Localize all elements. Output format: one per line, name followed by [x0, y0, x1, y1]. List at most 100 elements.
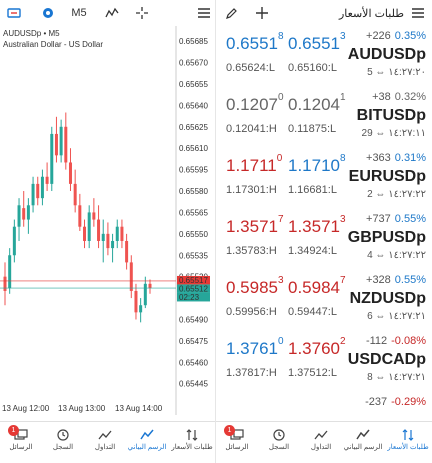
bottom-nav-left: 1 الرسائل السجل التداول الرسم البياني — [0, 421, 215, 463]
bid-price: 1.35717 — [226, 214, 284, 237]
bid-main: 0.6551 — [226, 34, 278, 53]
nav-quotes[interactable]: طلبات الأسعار — [384, 427, 432, 451]
change-points: +38 — [372, 91, 391, 103]
price-tag-bg — [177, 292, 210, 302]
change-points: -237 — [365, 396, 388, 408]
candlestick-chart[interactable]: AUDUSDp • M5 Australian Dollar - US Doll… — [0, 26, 216, 415]
quote-row[interactable]: 1.37610 1.37602 1.37817:H 1.37512:L USDCADp 8… — [216, 331, 432, 392]
candle-body — [45, 176, 49, 184]
candle-body — [120, 226, 124, 241]
menu-icon[interactable] — [196, 4, 212, 22]
change: +226 0.35% — [366, 30, 426, 42]
nav-label-trade: التداول — [310, 444, 332, 451]
bid-price: 0.65518 — [226, 31, 284, 54]
y-tick-label: 0.65685 — [179, 37, 208, 46]
bid-pip: 7 — [278, 214, 284, 225]
nav-chart[interactable]: الرسم البياني — [126, 427, 168, 451]
high-value: 1.37512:L — [288, 367, 337, 379]
ask-pip: 8 — [340, 153, 346, 164]
change-percent: -0.29% — [391, 396, 426, 408]
quote-row[interactable]: 0.12070 0.12041 0.12041:H 0.11875:L BITUSDp 2… — [216, 87, 432, 148]
ask-price: 0.12041 — [288, 92, 346, 115]
ask-price: 1.35713 — [288, 214, 346, 237]
objects-icon[interactable] — [40, 4, 56, 22]
candle-body — [36, 183, 40, 199]
ask-main: 0.1204 — [288, 95, 340, 114]
candle-body — [68, 162, 72, 184]
add-symbol-icon[interactable] — [254, 4, 270, 22]
y-tick-label: 0.65460 — [179, 358, 208, 367]
nav-quotes[interactable]: طلبات الأسعار — [168, 427, 215, 451]
bid-price: 1.37610 — [226, 336, 284, 359]
candle-body — [64, 126, 68, 163]
ask-price: 1.17108 — [288, 153, 346, 176]
change: +737 0.55% — [366, 213, 426, 225]
quotes-icon — [168, 427, 215, 443]
change-percent: 0.55% — [394, 213, 426, 225]
history-icon — [258, 427, 300, 443]
edit-icon[interactable] — [224, 4, 240, 22]
bid-pip: 3 — [278, 275, 284, 286]
bid-pip: 8 — [278, 31, 284, 42]
quote-row[interactable]: 0.65518 0.65513 0.65624:L 0.65160:L AUDUSDp 5… — [216, 26, 432, 87]
candle-body — [134, 290, 138, 313]
bid-pip: 0 — [276, 153, 283, 164]
nav-label-trade: التداول — [94, 444, 116, 451]
nav-trade[interactable]: التداول — [84, 427, 126, 451]
bid-main: 1.1711 — [226, 156, 277, 175]
low-value: 0.12041:H — [226, 123, 277, 135]
candle-body — [129, 262, 133, 291]
y-tick-label: 0.65535 — [179, 251, 208, 260]
candle-body — [125, 240, 129, 263]
candle-body — [143, 283, 147, 306]
notification-badge: 1 — [224, 425, 235, 436]
bid-main: 1.3571 — [226, 217, 278, 236]
nav-messages[interactable]: 1 الرسائل — [0, 425, 42, 451]
indicators-icon[interactable] — [104, 4, 120, 22]
bid-pip: 0 — [278, 92, 284, 103]
add-indicator-icon[interactable] — [6, 4, 22, 22]
timeframe-button[interactable]: M5 — [70, 4, 88, 22]
change: -112 -0.08% — [366, 335, 426, 347]
trade-icon — [300, 427, 342, 443]
quotes-menu-icon[interactable] — [410, 4, 426, 22]
nav-label-history: السجل — [268, 444, 290, 451]
crosshair-icon[interactable] — [134, 4, 150, 22]
nav-label-chart: الرسم البياني — [127, 444, 167, 451]
change: -237 -0.29% — [365, 396, 426, 408]
price-tag-label: 0.65512 — [179, 284, 208, 293]
quote-row[interactable]: 1.17110 1.17108 1.17301:H 1.16681:L EURUSDp 2… — [216, 148, 432, 209]
candle-body — [73, 183, 77, 206]
high-value: 0.59447:L — [288, 306, 337, 318]
history-icon — [42, 427, 84, 443]
ask-pip: 1 — [340, 92, 346, 103]
price-tag-label: 0.65517 — [179, 276, 208, 285]
price-tag-bg — [177, 275, 210, 285]
candle-body — [22, 208, 26, 220]
symbol-name: BITUSDp — [356, 107, 426, 124]
nav-chart[interactable]: الرسم البياني — [342, 427, 384, 451]
candle-body — [78, 205, 82, 227]
quote-meta: 2 ⇔ ١٤:٢٧:٢٢ — [367, 189, 426, 200]
ask-main: 1.1710 — [288, 156, 340, 175]
quote-row[interactable]: -237 -0.29% — [216, 392, 432, 453]
change-percent: 0.32% — [394, 91, 426, 103]
nav-history[interactable]: السجل — [42, 427, 84, 451]
y-tick-label: 0.65610 — [179, 144, 208, 153]
y-tick-label: 0.65640 — [179, 101, 208, 110]
symbol-name: AUDUSDp — [347, 46, 426, 63]
quote-row[interactable]: 1.35717 1.35713 1.35783:H 1.34924:L GBPUSDp 4… — [216, 209, 432, 270]
nav-history[interactable]: السجل — [258, 427, 300, 451]
candle-body — [92, 212, 96, 220]
ask-main: 1.3760 — [288, 339, 340, 358]
high-value: 0.65160:L — [288, 62, 337, 74]
quote-row[interactable]: 0.59853 0.59847 0.59956:H 0.59447:L NZDUSDp 6… — [216, 270, 432, 331]
symbol-name: NZDUSDp — [349, 290, 426, 307]
trade-icon — [84, 427, 126, 443]
ask-pip: 3 — [340, 214, 346, 225]
nav-messages[interactable]: 1 الرسائل — [216, 425, 258, 451]
nav-trade[interactable]: التداول — [300, 427, 342, 451]
candle-body — [106, 233, 110, 249]
change-percent: -0.08% — [391, 335, 426, 347]
quotes-pane: طلبات الأسعار 0.65518 0.65513 0.65624:L 0.6… — [216, 0, 432, 463]
